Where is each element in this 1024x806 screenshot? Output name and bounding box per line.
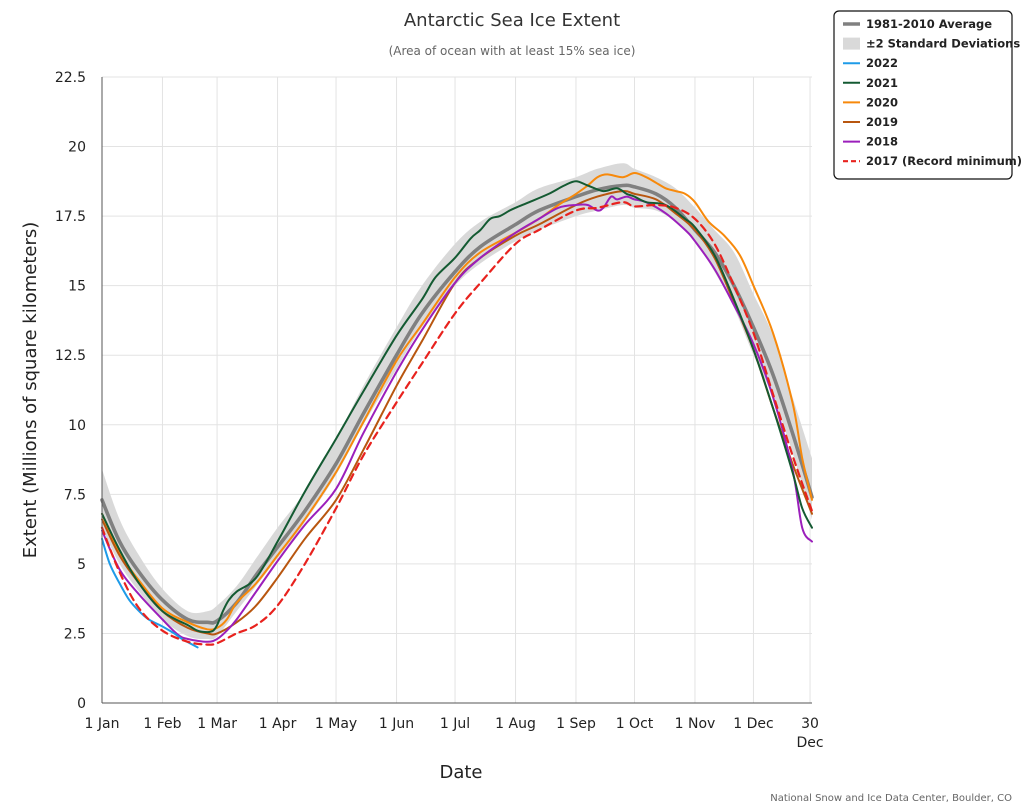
legend: 1981-2010 Average ±2 Standard Deviations 2… [833,10,1022,180]
y-tick-label: 12.5 [55,348,86,364]
x-tick-label: 1 Jun [379,716,414,732]
legend-label: 2020 [866,95,898,109]
x-tick-label: 1 Oct [616,716,654,732]
y-tick-label: 2.5 [64,626,86,642]
x-tick-label: 1 Sep [556,716,596,732]
std-deviation-band [102,163,812,640]
x-tick-label: 1 Dec [733,716,773,732]
legend-label: 2018 [866,135,898,149]
y-tick-label: 7.5 [64,487,86,503]
series-lines [100,172,814,649]
chart-title: Antarctic Sea Ice Extent [404,10,620,31]
legend-label: 2022 [866,56,898,70]
x-tick-label: 30 [801,716,819,732]
y-tick-label: 17.5 [55,209,86,225]
x-tick-label: 1 Mar [197,716,237,732]
y-tick-label: 0 [77,696,86,712]
x-tick-label: 1 Aug [495,716,536,732]
legend-label: 2017 (Record minimum) [866,154,1022,168]
y-tick-label: 5 [77,557,86,573]
chart-subtitle: (Area of ocean with at least 15% sea ice… [389,44,636,58]
x-tick-label: 1 Apr [259,716,297,732]
legend-swatch [843,37,860,50]
x-axis-title: Date [439,762,482,783]
y-axis-title: Extent (Millions of square kilometers) [20,222,41,559]
series-line-2017 [100,201,814,646]
y-tick-label: 22.5 [55,70,86,86]
x-tick-label: 1 Nov [675,716,716,732]
std-band-area [102,163,812,640]
series-line-2018 [101,195,813,643]
legend-label: 2019 [866,115,898,129]
y-tick-label: 15 [68,279,86,295]
y-tick-label: 10 [68,418,86,434]
series-line-2021 [101,180,813,634]
legend-label: 1981-2010 Average [866,17,992,31]
legend-label: ±2 Standard Deviations [866,37,1020,51]
x-tick-label: 1 Feb [143,716,181,732]
series-line-1981-2010 [100,183,814,625]
source-credit: National Snow and Ice Data Center, Bould… [770,793,1012,804]
legend-box [833,10,1013,180]
x-tick-label: 1 Jan [85,716,120,732]
x-tick-label: 1 May [315,716,357,732]
axes: 0 2.5 5 7.5 10 12.5 15 17.5 20 22.5 1 Jan 1 Feb 1 Ma… [55,70,824,751]
x-tick-label: 1 Jul [440,716,470,732]
series-line-2020 [101,172,813,631]
legend-label: 2021 [866,76,898,90]
gridlines [101,76,812,704]
x-tick-label: Dec [797,735,824,751]
y-tick-label: 20 [68,140,86,156]
